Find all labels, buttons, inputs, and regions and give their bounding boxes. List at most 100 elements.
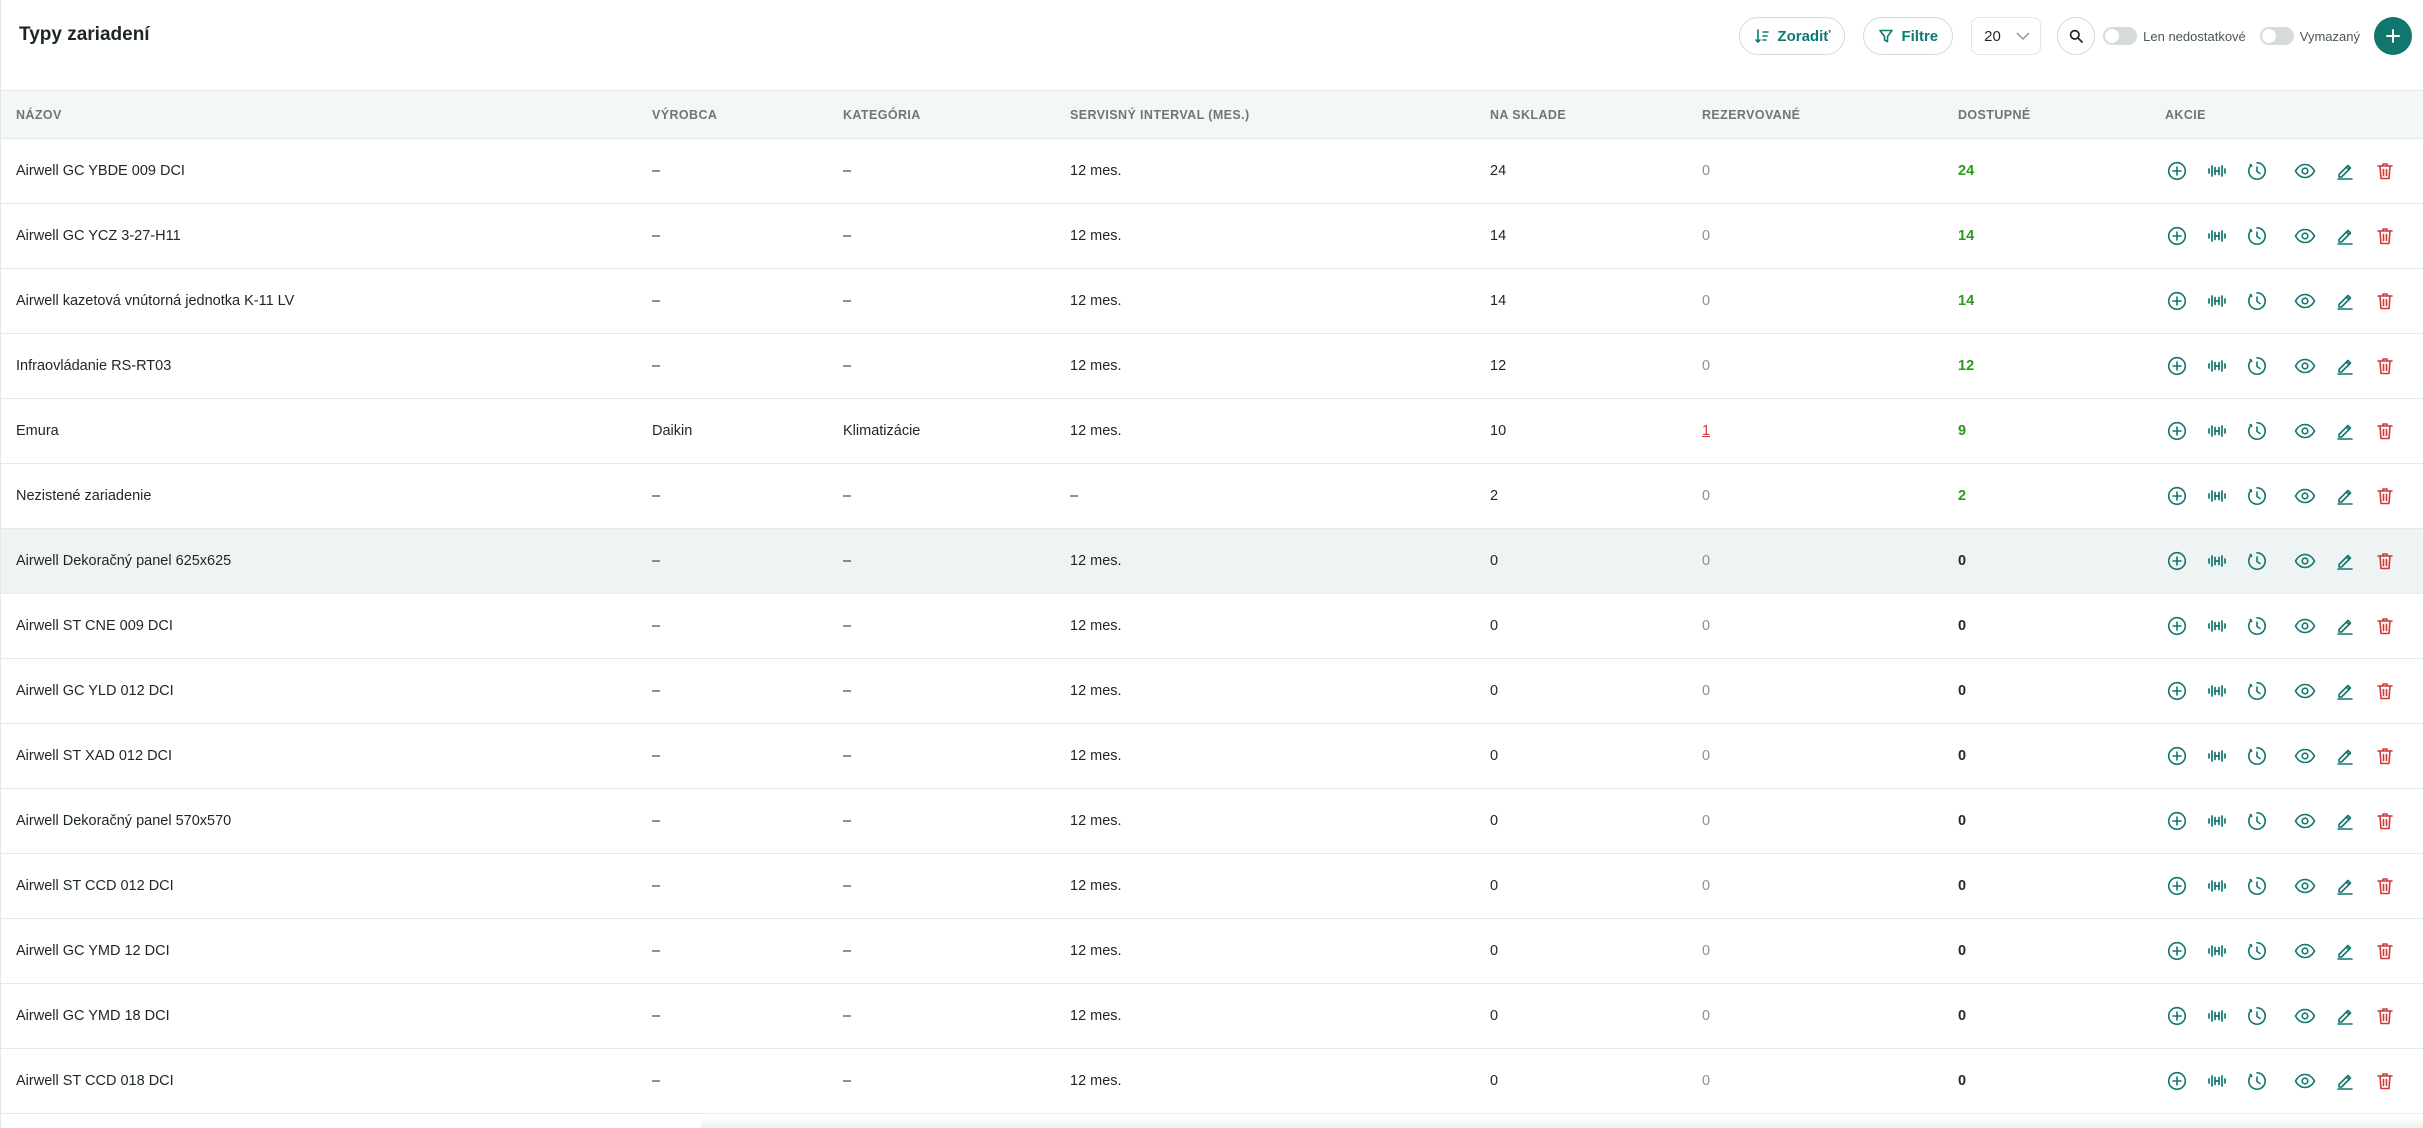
- table-row[interactable]: Airwell kazetová vnútorná jednotka K-11 …: [1, 269, 2423, 334]
- table-row[interactable]: Airwell ST CCD 018 DCI – – 12 mes. 0 0 0: [1, 1049, 2423, 1114]
- stock-movements-button[interactable]: [2205, 224, 2229, 248]
- column-header-interval[interactable]: SERVISNÝ INTERVAL (MES.): [1070, 107, 1250, 122]
- table-row[interactable]: Airwell GC YMD 12 DCI – – 12 mes. 0 0 0: [1, 919, 2423, 984]
- history-button[interactable]: [2245, 289, 2269, 313]
- view-button[interactable]: [2293, 809, 2317, 833]
- table-row[interactable]: Airwell GC YMD 18 DCI – – 12 mes. 0 0 0: [1, 984, 2423, 1049]
- stock-movements-button[interactable]: [2205, 874, 2229, 898]
- history-button[interactable]: [2245, 224, 2269, 248]
- view-button[interactable]: [2293, 419, 2317, 443]
- reserved-value[interactable]: 1: [1702, 423, 1711, 439]
- edit-button[interactable]: [2333, 614, 2357, 638]
- stock-movements-button[interactable]: [2205, 744, 2229, 768]
- add-stock-button[interactable]: [2165, 549, 2189, 573]
- table-row[interactable]: Nezistené zariadenie – – – 2 0 2: [1, 464, 2423, 529]
- history-button[interactable]: [2245, 1004, 2269, 1028]
- delete-button[interactable]: [2373, 419, 2397, 443]
- add-stock-button[interactable]: [2165, 744, 2189, 768]
- table-row[interactable]: Infraovládanie RS-RT03 – – 12 mes. 12 0 12: [1, 334, 2423, 399]
- delete-button[interactable]: [2373, 484, 2397, 508]
- search-button[interactable]: [2057, 17, 2096, 55]
- edit-button[interactable]: [2333, 1004, 2357, 1028]
- edit-button[interactable]: [2333, 809, 2357, 833]
- delete-button[interactable]: [2373, 1004, 2397, 1028]
- column-header-maker[interactable]: VÝROBCA: [652, 107, 718, 122]
- view-button[interactable]: [2293, 354, 2317, 378]
- edit-button[interactable]: [2333, 224, 2357, 248]
- history-button[interactable]: [2245, 939, 2269, 963]
- table-row[interactable]: Airwell ST CNE 009 DCI – – 12 mes. 0 0 0: [1, 594, 2423, 659]
- stock-movements-button[interactable]: [2205, 419, 2229, 443]
- delete-button[interactable]: [2373, 354, 2397, 378]
- add-stock-button[interactable]: [2165, 1004, 2189, 1028]
- deleted-switch[interactable]: [2259, 27, 2294, 45]
- stock-movements-button[interactable]: [2205, 354, 2229, 378]
- stock-movements-button[interactable]: [2205, 549, 2229, 573]
- add-stock-button[interactable]: [2165, 159, 2189, 183]
- view-button[interactable]: [2293, 484, 2317, 508]
- delete-button[interactable]: [2373, 874, 2397, 898]
- add-stock-button[interactable]: [2165, 224, 2189, 248]
- add-stock-button[interactable]: [2165, 614, 2189, 638]
- history-button[interactable]: [2245, 159, 2269, 183]
- view-button[interactable]: [2293, 614, 2317, 638]
- stock-movements-button[interactable]: [2205, 809, 2229, 833]
- edit-button[interactable]: [2333, 419, 2357, 443]
- history-button[interactable]: [2245, 679, 2269, 703]
- edit-button[interactable]: [2333, 289, 2357, 313]
- history-button[interactable]: [2245, 874, 2269, 898]
- view-button[interactable]: [2293, 1004, 2317, 1028]
- add-device-type-button[interactable]: [2374, 17, 2412, 55]
- history-button[interactable]: [2245, 744, 2269, 768]
- add-stock-button[interactable]: [2165, 679, 2189, 703]
- add-stock-button[interactable]: [2165, 289, 2189, 313]
- column-header-reserved[interactable]: REZERVOVANÉ: [1702, 107, 1801, 122]
- edit-button[interactable]: [2333, 1069, 2357, 1093]
- edit-button[interactable]: [2333, 939, 2357, 963]
- view-button[interactable]: [2293, 159, 2317, 183]
- delete-button[interactable]: [2373, 809, 2397, 833]
- add-stock-button[interactable]: [2165, 874, 2189, 898]
- history-button[interactable]: [2245, 549, 2269, 573]
- add-stock-button[interactable]: [2165, 809, 2189, 833]
- stock-movements-button[interactable]: [2205, 939, 2229, 963]
- delete-button[interactable]: [2373, 549, 2397, 573]
- filter-button[interactable]: Filtre: [1863, 17, 1954, 55]
- history-button[interactable]: [2245, 419, 2269, 443]
- view-button[interactable]: [2293, 744, 2317, 768]
- column-header-name[interactable]: NÁZOV: [16, 107, 62, 122]
- table-row[interactable]: Emura Daikin Klimatizácie 12 mes. 10 1 9: [1, 399, 2423, 464]
- stock-movements-button[interactable]: [2205, 289, 2229, 313]
- delete-button[interactable]: [2373, 1069, 2397, 1093]
- page-size-select[interactable]: 20: [1971, 17, 2042, 55]
- delete-button[interactable]: [2373, 614, 2397, 638]
- view-button[interactable]: [2293, 1069, 2317, 1093]
- table-row[interactable]: Airwell GC YBDE 009 DCI – – 12 mes. 24 0 24: [1, 139, 2423, 204]
- stock-movements-button[interactable]: [2205, 484, 2229, 508]
- column-header-available[interactable]: DOSTUPNÉ: [1958, 107, 2031, 122]
- table-row[interactable]: Airwell GC YLD 012 DCI – – 12 mes. 0 0 0: [1, 659, 2423, 724]
- stock-movements-button[interactable]: [2205, 1004, 2229, 1028]
- sort-button[interactable]: Zoradiť: [1739, 17, 1846, 55]
- view-button[interactable]: [2293, 939, 2317, 963]
- table-row[interactable]: Airwell Dekoračný panel 570x570 – – 12 mes.…: [1, 789, 2423, 854]
- view-button[interactable]: [2293, 224, 2317, 248]
- edit-button[interactable]: [2333, 679, 2357, 703]
- add-stock-button[interactable]: [2165, 1069, 2189, 1093]
- view-button[interactable]: [2293, 874, 2317, 898]
- add-stock-button[interactable]: [2165, 354, 2189, 378]
- view-button[interactable]: [2293, 679, 2317, 703]
- add-stock-button[interactable]: [2165, 419, 2189, 443]
- delete-button[interactable]: [2373, 159, 2397, 183]
- column-header-category[interactable]: KATEGÓRIA: [843, 107, 921, 122]
- delete-button[interactable]: [2373, 289, 2397, 313]
- table-row[interactable]: Airwell GC YCZ 3-27-H11 – – 12 mes. 14 0 14: [1, 204, 2423, 269]
- view-button[interactable]: [2293, 549, 2317, 573]
- history-button[interactable]: [2245, 614, 2269, 638]
- table-row[interactable]: Airwell Dekoračný panel 625x625 – – 12 mes.…: [1, 528, 2423, 594]
- history-button[interactable]: [2245, 1069, 2269, 1093]
- stock-movements-button[interactable]: [2205, 614, 2229, 638]
- table-row[interactable]: Airwell ST XAD 012 DCI – – 12 mes. 0 0 0: [1, 724, 2423, 789]
- stock-movements-button[interactable]: [2205, 159, 2229, 183]
- add-stock-button[interactable]: [2165, 939, 2189, 963]
